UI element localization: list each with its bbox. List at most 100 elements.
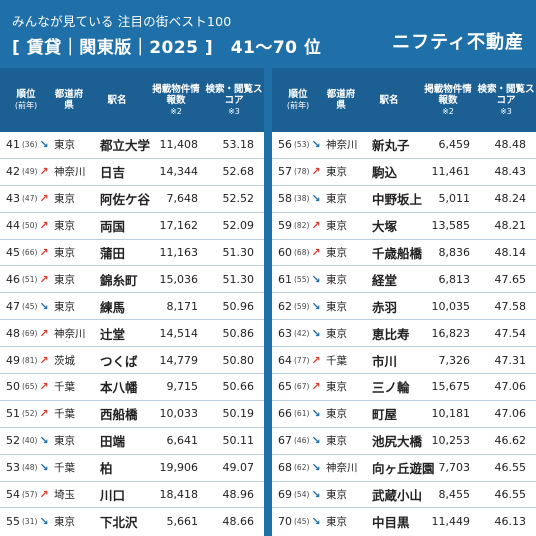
col-rank-header: 順位 (前年) — [286, 89, 310, 110]
rank-number: 67 — [278, 434, 292, 448]
rank-number: 63 — [278, 326, 292, 340]
col-station-header: 駅名 — [107, 94, 127, 106]
station-name: 柏 — [100, 461, 113, 477]
prefecture: 千葉 — [326, 354, 347, 367]
search-score: 48.24 — [494, 192, 527, 206]
table-row: 57 (78) ↗ 東京 駒込 11,461 48.43 — [272, 159, 536, 186]
trend-up-icon: ↗ — [311, 380, 321, 394]
station-name: 市川 — [372, 353, 398, 369]
prefecture: 千葉 — [54, 462, 75, 475]
table-row: 55 (31) ↘ 東京 下北沢 5,661 48.66 — [0, 508, 264, 535]
search-score: 51.30 — [222, 272, 255, 286]
station-name: 中野坂上 — [372, 192, 423, 208]
prefecture: 東京 — [326, 489, 347, 502]
table-row: 70 (45) ↘ 東京 中目黒 11,449 46.13 — [272, 508, 536, 535]
prefecture: 東京 — [326, 408, 347, 421]
previous-rank: (54) — [294, 490, 310, 500]
listing-count: 7,703 — [438, 461, 471, 475]
station-name: 本八幡 — [100, 380, 138, 396]
table-row: 67 (46) ↘ 東京 池尻大橋 10,253 46.62 — [272, 428, 536, 455]
prefecture: 千葉 — [54, 408, 75, 421]
station-name: 都立大学 — [100, 138, 151, 154]
rank-number: 56 — [278, 138, 292, 152]
rank-cell: 67 (46) ↘ — [272, 434, 324, 447]
station-name: 両国 — [100, 219, 126, 235]
prefecture: 神奈川 — [326, 139, 358, 152]
table-row: 48 (69) ↗ 神奈川 辻堂 14,514 50.86 — [0, 320, 264, 348]
station-name: 川口 — [100, 488, 126, 504]
previous-rank: (81) — [22, 355, 38, 365]
rank-number: 57 — [278, 165, 292, 179]
prefecture: 東京 — [326, 193, 347, 206]
previous-rank: (57) — [22, 490, 38, 500]
rank-number: 64 — [278, 353, 292, 367]
station-name: 新丸子 — [372, 138, 410, 154]
prefecture: 東京 — [326, 381, 347, 394]
rank-cell: 53 (48) ↘ — [0, 461, 52, 474]
listing-count: 15,036 — [159, 272, 199, 286]
previous-rank: (47) — [22, 194, 38, 204]
listing-count: 18,418 — [159, 488, 199, 502]
rank-number: 51 — [6, 407, 20, 421]
prefecture: 神奈川 — [54, 327, 86, 340]
rank-cell: 65 (67) ↗ — [272, 380, 324, 393]
station-name: 恵比寿 — [372, 326, 410, 342]
table-row: 63 (42) ↘ 東京 恵比寿 16,823 47.54 — [272, 320, 536, 348]
table-row: 51 (52) ↗ 千葉 西船橋 10,033 50.19 — [0, 401, 264, 428]
prefecture: 東京 — [54, 435, 75, 448]
previous-rank: (52) — [22, 409, 38, 419]
listing-count: 13,585 — [431, 219, 471, 233]
rank-number: 65 — [278, 380, 292, 394]
rank-cell: 52 (40) ↘ — [0, 434, 52, 447]
rank-number: 61 — [278, 272, 292, 286]
prefecture: 千葉 — [54, 381, 75, 394]
rank-cell: 60 (68) ↗ — [272, 246, 324, 259]
station-name: 中目黒 — [372, 515, 410, 531]
search-score: 47.54 — [494, 326, 527, 340]
previous-rank: (53) — [294, 140, 310, 150]
listing-count: 16,823 — [431, 326, 471, 340]
rank-number: 58 — [278, 192, 292, 206]
rank-number: 69 — [278, 488, 292, 502]
station-name: 錦糸町 — [100, 272, 138, 288]
table-row: 58 (38) ↘ 東京 中野坂上 5,011 48.24 — [272, 186, 536, 213]
listing-count: 5,661 — [166, 515, 199, 529]
rank-number: 46 — [6, 272, 20, 286]
station-name: 練馬 — [100, 299, 126, 315]
rank-number: 55 — [6, 515, 20, 529]
station-name: 駒込 — [372, 165, 398, 181]
listing-count: 11,163 — [159, 246, 199, 259]
search-score: 47.06 — [494, 407, 527, 421]
trend-down-icon: ↘ — [39, 515, 49, 529]
prefecture: 東京 — [326, 166, 347, 179]
table-row: 46 (51) ↗ 東京 錦糸町 15,036 51.30 — [0, 266, 264, 294]
previous-rank: (45) — [22, 301, 38, 311]
listing-count: 15,675 — [431, 380, 471, 394]
search-score: 48.43 — [494, 165, 527, 179]
trend-down-icon: ↘ — [311, 272, 321, 286]
search-score: 49.07 — [222, 461, 255, 475]
table-row: 43 (47) ↗ 東京 阿佐ケ谷 7,648 52.52 — [0, 186, 264, 213]
table-header: 順位 (前年) 都道府県 駅名 掲載物件情報数 ※2 検索・閲覧スコア ※3 — [0, 68, 264, 132]
trend-down-icon: ↘ — [311, 326, 321, 340]
station-name: 赤羽 — [372, 299, 398, 315]
listing-count: 14,344 — [159, 165, 199, 179]
trend-up-icon: ↗ — [311, 219, 321, 233]
search-score: 48.96 — [222, 488, 255, 502]
rank-cell: 57 (78) ↗ — [272, 165, 324, 178]
listing-count: 19,906 — [159, 461, 199, 475]
listing-count: 10,181 — [431, 407, 471, 421]
search-score: 50.96 — [222, 299, 255, 313]
table-row: 44 (50) ↗ 東京 両国 17,162 52.09 — [0, 213, 264, 240]
previous-rank: (55) — [294, 274, 310, 284]
search-score: 52.68 — [222, 165, 255, 179]
previous-rank: (51) — [22, 274, 38, 284]
search-score: 50.11 — [222, 434, 255, 448]
station-name: 千歳船橋 — [372, 246, 423, 261]
rank-number: 66 — [278, 407, 292, 421]
col-pref-header: 都道府県 — [54, 89, 84, 111]
rank-cell: 66 (61) ↘ — [272, 407, 324, 420]
listing-count: 10,035 — [431, 299, 471, 313]
rank-number: 53 — [6, 461, 20, 475]
rank-cell: 51 (52) ↗ — [0, 407, 52, 420]
